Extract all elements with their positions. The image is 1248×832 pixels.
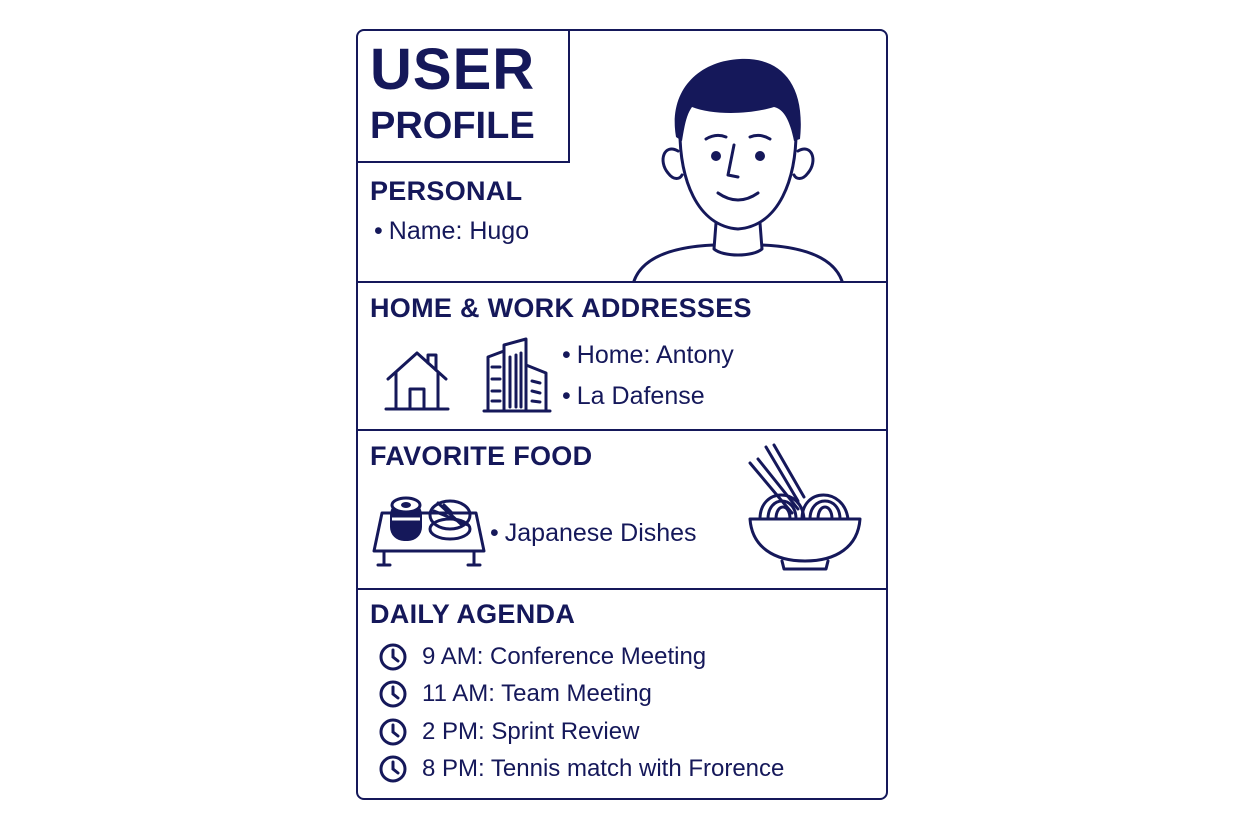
house-icon (384, 351, 450, 411)
name-text: Name: Hugo (388, 217, 530, 245)
avatar (632, 58, 844, 283)
bullet: • (562, 382, 571, 410)
food-item: • Japanese Dishes (490, 521, 697, 546)
ramen-bowl-icon (748, 443, 862, 571)
office-buildings-icon (482, 337, 552, 413)
work-address-text: La Dafense (576, 382, 705, 410)
bullet: • (490, 519, 499, 547)
bullet: • (374, 217, 383, 245)
agenda-item-text: 11 AM: Team Meeting (422, 680, 652, 707)
clock-icon (379, 643, 407, 671)
personal-heading: PERSONAL (370, 176, 523, 206)
title-user: USER (370, 37, 536, 102)
agenda-item: 9 AM: Conference Meeting (378, 642, 706, 672)
user-profile-card: USER PROFILE PERSONAL (356, 29, 888, 800)
agenda-item-text: 2 PM: Sprint Review (422, 718, 640, 745)
bullet: • (562, 341, 571, 369)
divider-1 (358, 281, 886, 283)
clock-icon (379, 680, 407, 708)
title-profile: PROFILE (370, 105, 535, 147)
food-text: Japanese Dishes (504, 519, 697, 547)
sushi-tray-icon (372, 496, 486, 567)
clock-icon (379, 755, 407, 783)
home-address-item: • Home: Antony (562, 343, 734, 368)
agenda-item: 11 AM: Team Meeting (378, 679, 652, 709)
title-box: USER PROFILE (358, 31, 570, 163)
agenda-heading: DAILY AGENDA (370, 599, 576, 629)
divider-2 (358, 429, 886, 431)
clock-icon (379, 718, 407, 746)
agenda-item: 8 PM: Tennis match with Frorence (378, 754, 784, 784)
name-item: • Name: Hugo (374, 219, 529, 244)
agenda-item-text: 8 PM: Tennis match with Frorence (422, 755, 785, 782)
food-heading: FAVORITE FOOD (370, 441, 593, 471)
work-address-item: • La Dafense (562, 384, 705, 409)
divider-3 (358, 588, 886, 590)
agenda-item-text: 9 AM: Conference Meeting (422, 643, 707, 670)
home-address-text: Home: Antony (576, 341, 734, 369)
addresses-heading: HOME & WORK ADDRESSES (370, 293, 752, 323)
agenda-item: 2 PM: Sprint Review (378, 717, 639, 747)
